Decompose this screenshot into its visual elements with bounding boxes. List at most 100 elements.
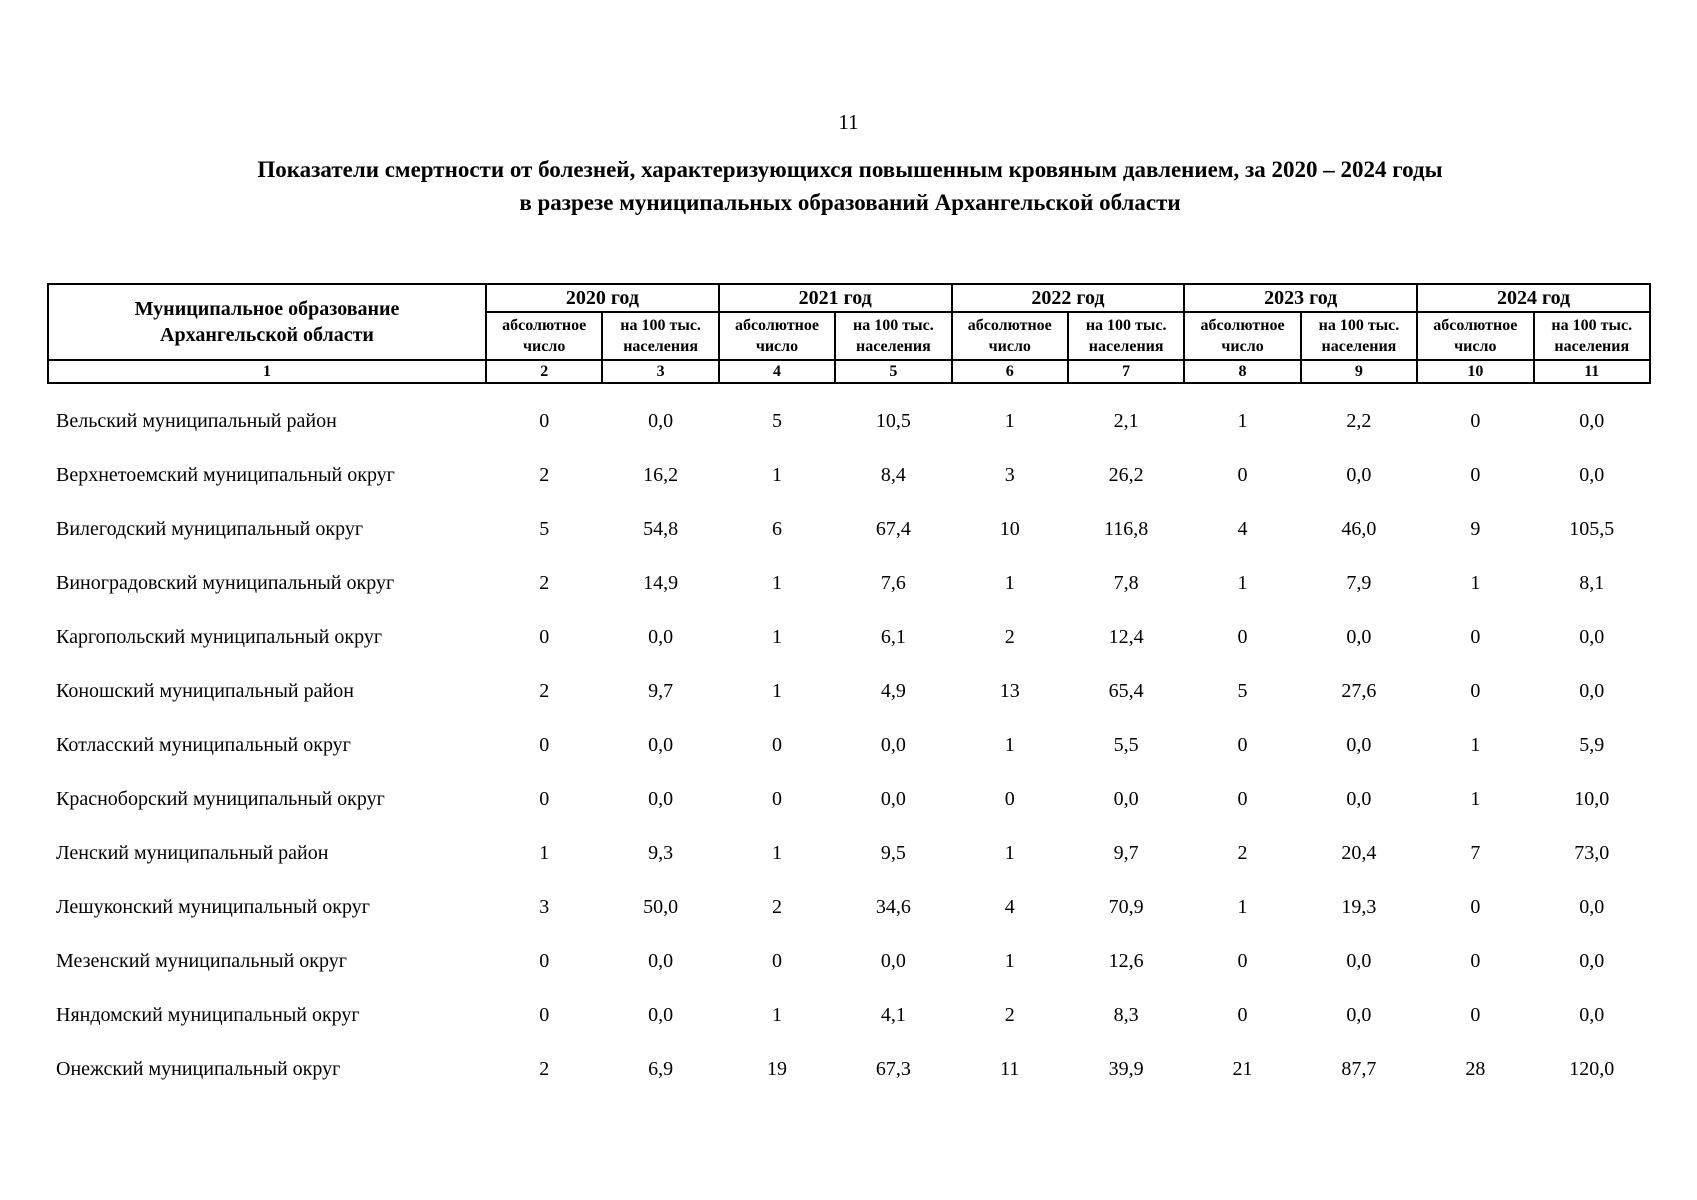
value-cell: 2 [1004,625,1015,648]
value-cell: 8,1 [1579,571,1605,594]
value-cell: 14,9 [643,571,679,594]
value-cell: 1 [771,1003,782,1026]
municipality-name: Мезенский муниципальный округ [56,949,347,972]
table-row: Красноборский муниципальный округ 0 0,0 0 0… [48,772,1650,826]
value-cell: 4 [1237,517,1248,540]
value-cell: 6,9 [648,1057,674,1080]
municipality-name: Каргопольский муниципальный округ [56,625,383,648]
value-cell: 1 [1004,949,1015,972]
subheader-absolute: абсолютное число [1183,311,1302,361]
value-cell: 3 [539,895,550,918]
value-cell: 0,0 [1579,679,1605,702]
municipality-name: Лешуконский муниципальный округ [56,895,370,918]
value-cell: 19,3 [1341,895,1377,918]
value-cell: 0,0 [648,1003,674,1026]
table-row: Ленский муниципальный район 1 9,3 1 9,5 1 9,7… [48,826,1650,880]
value-cell: 12,6 [1108,949,1144,972]
value-cell: 0,0 [1579,463,1605,486]
value-cell: 9 [1470,517,1481,540]
value-cell: 21 [1232,1057,1253,1080]
column-number: 7 [1066,359,1186,384]
column-number-row: 1 2 3 4 5 6 7 8 9 10 11 [47,359,1652,384]
value-cell: 20,4 [1341,841,1377,864]
value-cell: 27,6 [1341,679,1377,702]
value-cell: 1 [771,625,782,648]
value-cell: 0,0 [880,733,906,756]
value-cell: 10,0 [1574,787,1610,810]
value-cell: 34,6 [875,895,911,918]
value-cell: 2 [539,463,550,486]
value-cell: 0 [771,733,782,756]
value-cell: 0 [539,733,550,756]
column-number: 6 [950,359,1069,384]
value-cell: 9,7 [1113,841,1139,864]
value-cell: 4 [1004,895,1015,918]
value-cell: 2 [539,1057,550,1080]
value-cell: 1 [1004,841,1015,864]
value-cell: 39,9 [1108,1057,1144,1080]
value-cell: 0 [1237,787,1248,810]
value-cell: 0 [539,787,550,810]
subheader-absolute: абсолютное число [1416,311,1535,361]
value-cell: 10 [999,517,1020,540]
subheader-per100k: на 100 тыс. населения [834,311,953,361]
value-cell: 0,0 [1346,733,1372,756]
spacer-cell [48,383,1650,394]
municipality-name: Верхнетоемский муниципальный округ [56,463,395,486]
value-cell: 0 [1470,949,1481,972]
value-cell: 9,3 [648,841,674,864]
value-cell: 8,3 [1113,1003,1139,1026]
subheader-row: абсолютное число на 100 тыс. населения а… [48,311,1652,361]
value-cell: 0,0 [1346,949,1372,972]
value-cell: 2 [539,679,550,702]
column-number: 8 [1183,359,1302,384]
value-cell: 0,0 [648,787,674,810]
value-cell: 5 [539,517,550,540]
value-cell: 13 [999,679,1020,702]
year-header-row: Муниципальное образование Архангельской … [47,283,1651,361]
value-cell: 0,0 [648,409,674,432]
value-cell: 1 [771,463,782,486]
subheader-absolute: абсолютное число [484,311,604,361]
value-cell: 1 [1237,409,1248,432]
value-cell: 0,0 [1579,625,1605,648]
column-number: 4 [717,359,837,384]
year-header-2024: 2024 год [1416,283,1651,313]
value-cell: 2,2 [1346,409,1372,432]
municipality-name: Няндомский муниципальный округ [56,1003,360,1026]
value-cell: 67,4 [875,517,911,540]
value-cell: 3 [1004,463,1015,486]
value-cell: 0,0 [880,787,906,810]
value-cell: 7 [1470,841,1481,864]
document-title-line2: в разрезе муниципальных образований Арха… [519,189,1181,215]
value-cell: 1 [771,679,782,702]
value-cell: 2 [771,895,782,918]
value-cell: 16,2 [643,463,679,486]
value-cell: 46,0 [1341,517,1377,540]
document-title: Показатели смертности от болезней, харак… [48,154,1652,219]
value-cell: 5,9 [1579,733,1605,756]
value-cell: 26,2 [1108,463,1144,486]
value-cell: 7,6 [880,571,906,594]
value-cell: 0 [771,787,782,810]
column-number: 9 [1299,359,1419,384]
value-cell: 0 [1470,409,1481,432]
value-cell: 1 [1004,409,1015,432]
mortality-table: Муниципальное образование Архангельской … [47,283,1652,1096]
value-cell: 1 [1470,571,1481,594]
value-cell: 5,5 [1113,733,1139,756]
value-cell: 1 [1470,733,1481,756]
value-cell: 0,0 [1113,787,1139,810]
value-cell: 0,0 [648,733,674,756]
value-cell: 0,0 [1579,409,1605,432]
value-cell: 0 [1470,679,1481,702]
table-row: Котласский муниципальный округ 0 0,0 0 0,0 1… [48,718,1650,772]
page-number: 11 [838,110,859,134]
value-cell: 54,8 [643,517,679,540]
subheader-per100k: на 100 тыс. населения [601,311,720,361]
table-row: Лешуконский муниципальный округ 3 50,0 2 34… [48,880,1650,934]
value-cell: 50,0 [643,895,679,918]
municipality-name: Вельский муниципальный район [56,409,337,432]
value-cell: 7,8 [1113,571,1139,594]
value-cell: 105,5 [1569,517,1615,540]
